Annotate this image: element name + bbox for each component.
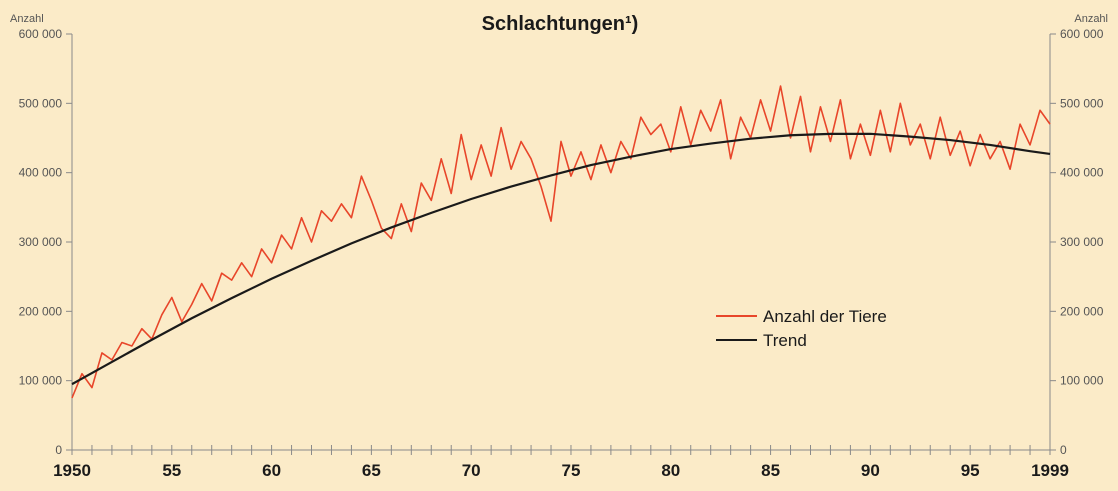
series-line-trend [71,132,1051,386]
x-tick-label: 65 [362,461,381,480]
x-tick-label: 60 [262,461,281,480]
x-axis-ticks: 1950 55 60 65 70 75 80 85 90 95 1999 [53,445,1069,480]
y-tick-label-right: 400 000 [1060,166,1104,180]
legend-label-trend: Trend [763,331,807,350]
chart-legend: Anzahl der Tiere Trend [716,307,887,350]
x-tick-label: 1950 [53,461,91,480]
y-tick-label-left: 500 000 [19,96,63,110]
x-tick-label: 80 [661,461,680,480]
x-tick-label: 1999 [1031,461,1069,480]
x-tick-label: 95 [961,461,980,480]
legend-label-anzahl: Anzahl der Tiere [763,307,887,326]
x-tick-label: 85 [761,461,780,480]
y-tick-label-left: 600 000 [19,27,63,41]
y-tick-label-left: 200 000 [19,304,63,318]
y-tick-label-right: 300 000 [1060,235,1104,249]
x-tick-label: 55 [162,461,181,480]
series-layer [71,85,1051,399]
y-tick-label-left: 0 [55,443,62,457]
right-axis-label: Anzahl [1074,13,1108,25]
y-tick-label-left: 100 000 [19,374,63,388]
y-tick-label-left: 400 000 [19,166,63,180]
x-tick-label: 90 [861,461,880,480]
left-axis-label: Anzahl [10,13,44,25]
y-tick-label-right: 500 000 [1060,96,1104,110]
x-tick-label: 70 [462,461,481,480]
y-axis-ticks: 0 0 100 000 100 000 200 000 200 000 300 000 300… [19,27,1104,457]
y-tick-label-right: 600 000 [1060,27,1104,41]
y-tick-label-right: 100 000 [1060,374,1104,388]
y-tick-label-right: 200 000 [1060,304,1104,318]
y-tick-label-left: 300 000 [19,235,63,249]
series-line-anzahl-der-tiere [71,85,1051,399]
chart-title: Schlachtungen¹) [482,13,639,35]
x-tick-label: 75 [562,461,581,480]
y-tick-label-right: 0 [1060,443,1067,457]
